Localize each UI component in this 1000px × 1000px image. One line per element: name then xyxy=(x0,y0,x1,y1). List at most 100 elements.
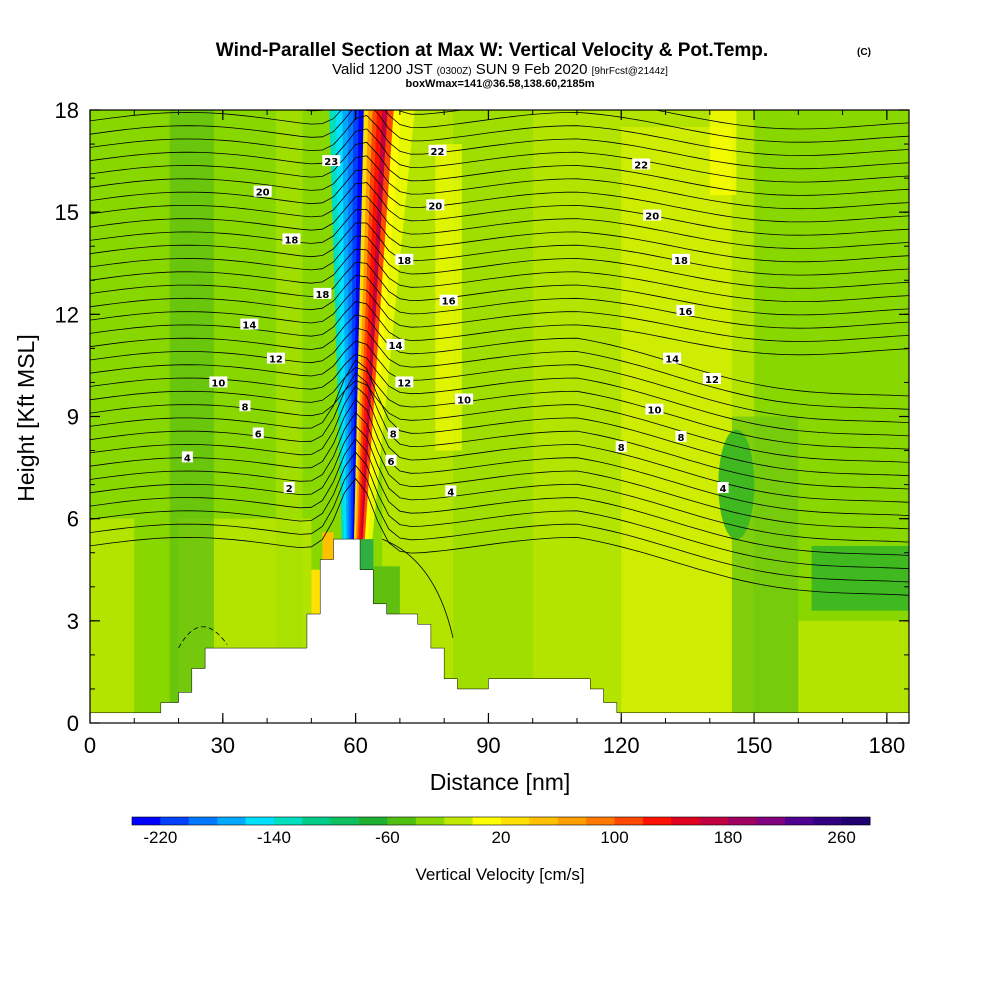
warm-patch xyxy=(322,532,334,570)
contour-label: 10 xyxy=(457,395,471,406)
theta-contour xyxy=(90,327,909,410)
colorbar-swatch xyxy=(273,817,303,825)
valid-time: Valid 1200 JST xyxy=(332,61,432,78)
theta-contour xyxy=(90,168,909,223)
colorbar-swatch xyxy=(245,817,275,825)
contour-label-bg xyxy=(282,233,301,245)
theta-contour xyxy=(90,366,909,450)
theta-contour xyxy=(90,128,909,183)
theta-contour xyxy=(90,301,909,356)
contour-label-bg xyxy=(675,430,687,442)
contour-label: 23 xyxy=(324,157,338,168)
contour-label: 20 xyxy=(428,201,442,212)
colorbar-swatch xyxy=(756,817,786,825)
colorbar-swatch xyxy=(642,817,672,825)
terrain xyxy=(90,538,909,723)
contour-label-bg xyxy=(445,485,457,497)
x-tick-label: 60 xyxy=(343,733,367,758)
contour-label-bg xyxy=(643,209,662,221)
colorbar-swatch xyxy=(841,817,871,825)
theta-contour xyxy=(90,359,909,477)
colorbar-swatch xyxy=(472,817,502,825)
forecast-info: [9hrFcst@2144z] xyxy=(592,66,669,77)
theta-contour xyxy=(90,380,909,463)
contour-label: 4 xyxy=(184,453,191,464)
colorbar-tick-label: -140 xyxy=(257,828,291,847)
contour-label-bg xyxy=(283,482,295,494)
theta-contours xyxy=(90,110,909,649)
contour-label: 20 xyxy=(256,188,270,199)
contour-label-bg xyxy=(439,294,458,306)
colorbar-swatch xyxy=(671,817,701,825)
contour-label-bg xyxy=(266,352,285,364)
theta-contour xyxy=(90,274,909,329)
contour-label: 6 xyxy=(388,457,395,468)
colorbar-swatch xyxy=(359,817,388,825)
warm-patch xyxy=(311,569,323,628)
y-axis-label: Height [Kft MSL] xyxy=(13,334,39,501)
contour-label-bg xyxy=(426,199,445,211)
colorbar-swatch xyxy=(302,817,332,825)
box-info: boxWmax=141@36.58,138.60,2185m xyxy=(406,78,595,90)
contour-label-bg xyxy=(181,451,193,463)
utc-time: (0300Z) xyxy=(437,66,472,77)
contour-label: 18 xyxy=(284,235,298,246)
colorbar-swatch xyxy=(387,817,417,825)
contour-label: 10 xyxy=(647,406,661,417)
contour-label-bg xyxy=(632,158,651,170)
theta-contour xyxy=(299,110,909,130)
colorbar-swatch xyxy=(529,817,559,825)
y-tick-label: 0 xyxy=(67,711,79,736)
y-tick-label: 18 xyxy=(55,98,79,123)
contour-label: 18 xyxy=(315,290,329,301)
chart-subtitle: Valid 1200 JST (0300Z) SUN 9 Feb 2020 [9… xyxy=(332,61,668,78)
y-tick-label: 9 xyxy=(67,405,79,430)
theta-contour xyxy=(90,398,909,516)
contour-label: 6 xyxy=(255,430,262,441)
colorbar-tick-label: -220 xyxy=(143,828,177,847)
contour-label-bg xyxy=(322,155,341,167)
colorbar-tick-label: -60 xyxy=(375,828,400,847)
plot-area: 23 22 22 20 20 20 18 18 18 18 16 16 14 14 14 12 12 12 10 10… xyxy=(90,110,909,723)
theta-contour xyxy=(90,340,909,423)
colorbar-swatch xyxy=(132,817,161,825)
colorbar-tick-label: 100 xyxy=(600,828,628,847)
colorbar-swatch xyxy=(813,817,843,825)
contour-label: 14 xyxy=(389,341,403,352)
contour-label: 8 xyxy=(390,430,397,441)
x-tick-label: 0 xyxy=(84,733,96,758)
contour-label-bg xyxy=(385,454,397,466)
contour-label: 16 xyxy=(678,307,692,318)
contour-label-bg xyxy=(395,376,414,388)
colorbar-swatch xyxy=(586,817,616,825)
contour-label: 18 xyxy=(674,256,688,267)
colorbar-tick-label: 20 xyxy=(492,828,511,847)
plume-band xyxy=(352,110,364,543)
contour-label: 16 xyxy=(442,297,456,308)
contour-label-bg xyxy=(455,393,474,405)
colorbar-label: Vertical Velocity [cm/s] xyxy=(415,865,584,884)
theta-contour xyxy=(90,110,909,156)
theta-contour xyxy=(90,372,909,490)
theta-contour xyxy=(178,626,228,649)
colorbar-frame xyxy=(131,816,871,826)
contour-label: 14 xyxy=(665,355,679,366)
contour-label: 2 xyxy=(286,484,293,495)
contour-label-bg xyxy=(387,427,399,439)
theta-contour xyxy=(90,195,909,249)
contour-label-bg xyxy=(252,427,264,439)
y-tick-label: 3 xyxy=(67,609,79,634)
contour-label: 8 xyxy=(241,402,248,413)
contour-label-bg xyxy=(240,318,259,330)
contour-label: 18 xyxy=(397,256,411,267)
theta-contour xyxy=(90,209,909,263)
field-band xyxy=(621,127,732,723)
theta-contour xyxy=(90,287,909,342)
contour-label-bg xyxy=(702,373,721,385)
field-band xyxy=(169,110,214,723)
theta-contour xyxy=(90,115,909,170)
colorbar-tick-label: 180 xyxy=(714,828,742,847)
theta-contour xyxy=(90,248,909,302)
theta-contour xyxy=(90,478,909,596)
colorbar-swatch xyxy=(699,817,729,825)
